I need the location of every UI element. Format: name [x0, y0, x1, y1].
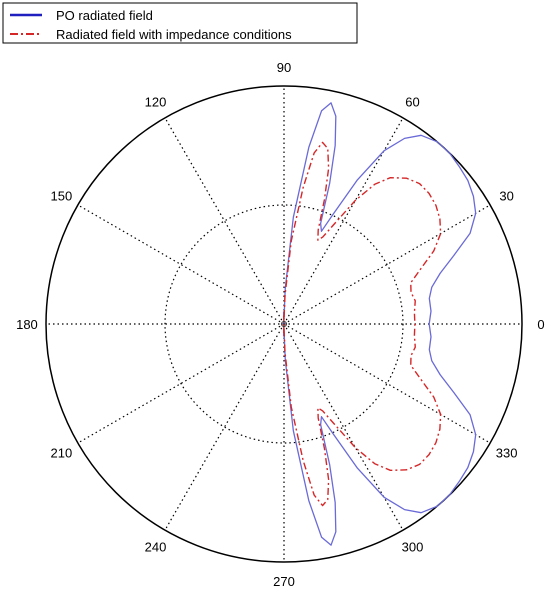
angle-tick-label-300: 300	[402, 540, 424, 555]
angle-tick-label-180: 180	[16, 317, 38, 332]
angular-gridline-330	[283, 323, 491, 444]
angle-tick-label-270: 270	[273, 574, 295, 589]
legend-box	[2, 2, 358, 44]
radial-grid	[164, 204, 404, 444]
legend-label-po: PO radiated field	[56, 8, 153, 23]
angular-gridline-30	[283, 204, 491, 325]
angular-gridline-150	[77, 204, 285, 325]
angle-tick-labels: 0 30 60 90 120 150 180 210 240 270 300 330	[16, 60, 545, 589]
angular-gridline-210	[77, 323, 285, 444]
legend-label-impedance: Radiated field with impedance conditions	[56, 27, 292, 42]
angle-tick-label-120: 120	[145, 94, 167, 109]
series-line-0	[282, 102, 477, 546]
series-group	[281, 102, 477, 546]
radial-gridline-0	[164, 204, 404, 444]
angular-gridline-240	[164, 323, 285, 531]
angle-tick-label-240: 240	[145, 540, 167, 555]
series-line-1	[282, 141, 442, 507]
angle-tick-label-90: 90	[277, 60, 291, 75]
angle-tick-label-210: 210	[51, 446, 73, 461]
legend: PO radiated field Radiated field with im…	[2, 2, 358, 44]
origin-marker	[281, 321, 287, 327]
angle-tick-label-330: 330	[496, 446, 518, 461]
angle-tick-label-150: 150	[51, 188, 73, 203]
angle-tick-label-60: 60	[405, 94, 419, 109]
angle-tick-label-0: 0	[537, 317, 544, 332]
angular-gridline-120	[164, 117, 285, 325]
angle-tick-label-30: 30	[499, 188, 513, 203]
